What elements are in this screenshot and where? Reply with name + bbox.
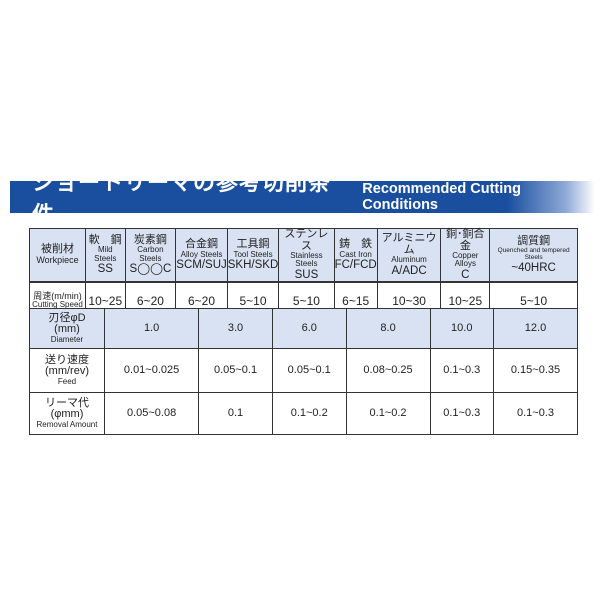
feed-cell: 0.1~0.3: [429, 348, 495, 393]
material-code: C: [461, 268, 470, 281]
diameter-table: 刃径φD (mm) Diameter 1.0 3.0 6.0 8.0 10.0 12.0 …: [29, 308, 578, 435]
feed-cell: 0.08~0.25: [345, 348, 431, 393]
title-en: Recommended Cutting Conditions: [362, 181, 521, 213]
removal-label-jp: リーマ代: [45, 396, 89, 409]
material-code: ~40HRC: [511, 261, 556, 274]
feed-label-unit: (mm/rev): [45, 365, 89, 378]
material-jp: 炭素鋼: [133, 233, 167, 246]
diameter-label-jp: 刃径φD: [48, 311, 86, 324]
removal-label-unit: (φmm): [50, 408, 84, 421]
feed-row: 送り速度 (mm/rev) Feed 0.01~0.025 0.05~0.1 0.0…: [29, 348, 578, 393]
material-header-cell: 銅･銅合金 Copper Alloys C: [440, 227, 491, 283]
removal-cell: 0.1~0.2: [345, 392, 431, 435]
material-header-cell: 調質鋼 Quenched and tempered Steels ~40HRC: [489, 227, 578, 283]
title-banner: ショートリーマの参考切削条件 Recommended Cutting Condi…: [10, 170, 595, 227]
material-header-cell: アルミニウム Aluminum A/ADC: [376, 227, 442, 283]
material-en: Aluminum: [391, 255, 427, 265]
workpiece-speed-table: 被削材 Workpiece 軟 鋼 Mild Steels SS 炭素鋼 Carbon …: [29, 227, 578, 320]
removal-cell: 0.05~0.08: [103, 392, 200, 435]
material-en: Mild Steels: [94, 245, 117, 263]
material-en: Quenched and tempered Steels: [497, 246, 570, 261]
material-jp: 工具鋼: [236, 237, 270, 250]
material-header-cell: 工具鋼 Tool Steels SKH/SKD: [226, 227, 280, 283]
material-en: Tool Steels: [233, 249, 273, 259]
workpiece-label-cell: 被削材 Workpiece: [29, 227, 86, 283]
material-header-cell: ステンレス Stainless Steels SUS: [278, 227, 335, 283]
material-jp: アルミニウム: [381, 232, 437, 256]
removal-cell: 0.1~0.3: [493, 392, 578, 435]
material-header-cell: 合金鋼 Alloy Steels SCM/SUJ: [175, 227, 228, 283]
feed-cell: 0.05~0.1: [198, 348, 273, 393]
material-jp: 調質鋼: [517, 235, 551, 248]
material-jp: 軟 鋼: [88, 233, 122, 246]
material-jp: 合金鋼: [185, 237, 219, 250]
material-header-cell: 鋳 鉄 Cast Iron FC/FCD: [333, 227, 378, 283]
diameter-cell: 1.0: [103, 308, 200, 349]
removal-cell: 0.1: [198, 392, 273, 435]
feed-cell: 0.15~0.35: [493, 348, 578, 393]
feed-label-cell: 送り速度 (mm/rev) Feed: [29, 348, 105, 393]
speed-label-jp: 周速(m/min): [33, 291, 82, 302]
material-en: Cast Iron: [339, 249, 372, 259]
diameter-label-en: Diameter: [50, 334, 84, 344]
material-header-cell: 軟 鋼 Mild Steels SS: [85, 227, 126, 283]
speed-label-en: Cutting Speed: [32, 300, 83, 310]
material-en: Copper Alloys: [452, 251, 479, 269]
material-code: SUS: [294, 268, 319, 281]
diameter-cell: 8.0: [345, 308, 431, 349]
workpiece-label-jp: 被削材: [41, 243, 74, 256]
material-code: A/ADC: [391, 264, 427, 277]
workpiece-header-row: 被削材 Workpiece 軟 鋼 Mild Steels SS 炭素鋼 Carbon …: [29, 227, 578, 283]
diameter-cell: 6.0: [271, 308, 347, 349]
diameter-cell: 10.0: [429, 308, 495, 349]
feed-label-en: Feed: [57, 376, 77, 386]
material-jp: ステンレス: [284, 228, 329, 252]
feed-cell: 0.01~0.025: [103, 348, 200, 393]
removal-label-en: Removal Amount: [36, 419, 98, 429]
material-header-cell: 炭素鋼 Carbon Steels S◯◯C: [124, 227, 177, 283]
material-code: SS: [97, 263, 113, 276]
material-code: FC/FCD: [334, 258, 377, 271]
title-jp: ショートリーマの参考切削条件: [32, 170, 332, 227]
material-code: S◯◯C: [129, 263, 172, 276]
material-en: Stainless Steels: [290, 251, 323, 269]
diameter-cell: 12.0: [493, 308, 578, 349]
material-jp: 銅･銅合金: [446, 228, 485, 252]
workpiece-label-en: Workpiece: [36, 255, 79, 266]
material-code: SCM/SUJ: [176, 258, 227, 271]
diameter-cell: 3.0: [198, 308, 273, 349]
material-en: Carbon Steels: [137, 245, 164, 263]
diameter-label-unit: (mm): [54, 323, 80, 336]
removal-cell: 0.1~0.2: [271, 392, 347, 435]
removal-row: リーマ代 (φmm) Removal Amount 0.05~0.08 0.1 0.…: [29, 392, 578, 435]
removal-label-cell: リーマ代 (φmm) Removal Amount: [29, 392, 105, 435]
material-jp: 鋳 鉄: [339, 237, 373, 250]
feed-cell: 0.05~0.1: [271, 348, 347, 393]
material-code: SKH/SKD: [227, 258, 279, 271]
removal-cell: 0.1~0.3: [429, 392, 495, 435]
material-en: Alloy Steels: [180, 249, 223, 259]
diameter-row: 刃径φD (mm) Diameter 1.0 3.0 6.0 8.0 10.0 12.0: [29, 308, 578, 349]
diameter-label-cell: 刃径φD (mm) Diameter: [29, 308, 105, 349]
feed-label-jp: 送り速度: [45, 353, 89, 366]
